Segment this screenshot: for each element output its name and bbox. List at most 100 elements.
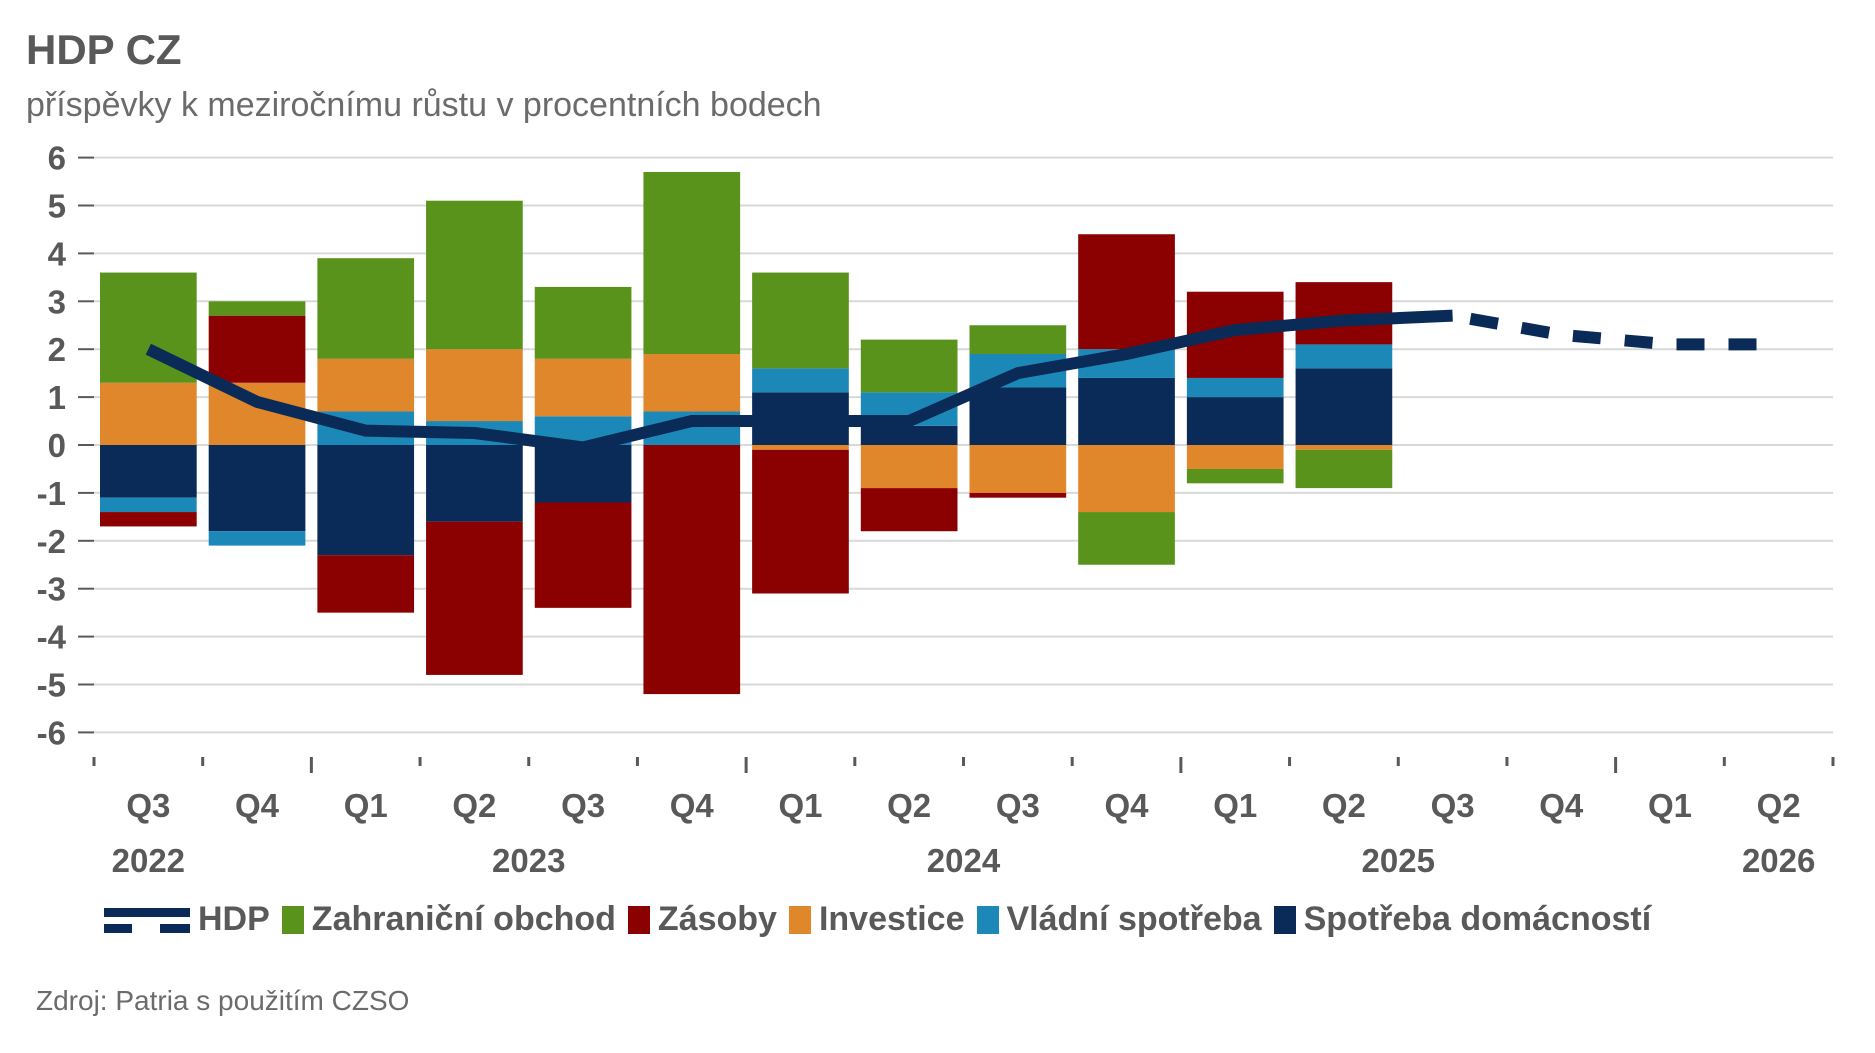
y-tick-label: 3 (48, 283, 66, 320)
legend-swatch-icon (976, 905, 999, 934)
x-tick-label-quarter: Q3 (561, 787, 605, 824)
bar-segment-vl-dn-spot-eba (752, 368, 849, 393)
x-tick-label-quarter: Q2 (887, 787, 931, 824)
hdp-line-forecast (1451, 309, 1779, 351)
bar-segment-z-soby (100, 512, 197, 527)
bar-segment-spot-eba-dom-cnost- (534, 445, 632, 503)
x-tick-label-quarter: Q3 (996, 787, 1040, 824)
bar-segment-investice (1295, 445, 1393, 450)
bar-segment-zahrani-n-obchod (1186, 468, 1284, 484)
legend-label: Vládní spotřeba (1006, 900, 1262, 938)
bar-segment-z-soby (860, 488, 958, 532)
x-tick-label-quarter: Q1 (1648, 787, 1692, 824)
bar-segment-spot-eba-dom-cnost- (1295, 368, 1393, 445)
bar-segment-z-soby (643, 445, 741, 695)
bar-segment-investice (643, 353, 741, 412)
bar-segment-zahrani-n-obchod (752, 272, 849, 369)
x-tick-label-quarter: Q4 (670, 787, 715, 824)
x-tick-label-quarter: Q1 (344, 787, 388, 824)
y-tick-label: -5 (37, 667, 66, 704)
bar-segment-spot-eba-dom-cnost- (1186, 397, 1284, 445)
chart-area: 6 5 4 3 2 1 0 -1 -2 -3 -4 -5 -6 Q3 Q4 Q1 Q2 Q3 Q4 Q1 Q2 Q3 Q4… (37, 140, 1835, 879)
bar-segment-vl-dn-spot-eba (208, 531, 306, 546)
x-tick-label-year: 2022 (112, 842, 185, 879)
bar-segment-z-soby (208, 315, 306, 383)
bar-segment-z-soby (752, 449, 849, 594)
bar-segment-vl-dn-spot-eba (1186, 377, 1284, 398)
x-tick-label-year: 2023 (492, 842, 565, 879)
x-tick-label-year: 2026 (1742, 842, 1815, 879)
bar-segment-spot-eba-dom-cnost- (100, 445, 197, 498)
legend-item-spotreba-domacnosti: Spotřeba domácností (1273, 900, 1652, 939)
x-tick-label-quarter: Q4 (1539, 787, 1584, 824)
y-tick-label: -2 (37, 523, 66, 560)
bar-segment-zahrani-n-obchod (1078, 512, 1175, 565)
bar-segment-spot-eba-dom-cnost- (860, 425, 958, 445)
bar-segment-investice (100, 382, 197, 445)
legend-label: Investice (818, 900, 965, 938)
bar-segment-zahrani-n-obchod (426, 200, 523, 350)
bar-segment-z-soby (534, 502, 632, 608)
bar-segment-zahrani-n-obchod (317, 258, 415, 359)
legend-label: Zásoby (657, 900, 777, 938)
hdp-line-actual (145, 309, 1453, 454)
legend-item-hdp: HDP (104, 900, 270, 939)
bar-segment-investice (752, 445, 849, 450)
bar-segment-vl-dn-spot-eba (1295, 344, 1393, 369)
y-tick-label: 4 (48, 235, 67, 272)
y-tick-label: 2 (48, 331, 66, 368)
bar-segment-spot-eba-dom-cnost- (317, 445, 415, 556)
x-tick-label-year: 2024 (927, 842, 1001, 879)
bar-segment-z-soby (969, 492, 1067, 498)
legend-swatch-icon (1273, 905, 1296, 934)
legend-label: HDP (198, 900, 270, 938)
y-tick-label: 6 (48, 140, 66, 177)
bar-segment-z-soby (426, 521, 523, 675)
bars (100, 171, 1393, 695)
x-tick-label-quarter: Q1 (778, 787, 822, 824)
y-tick-label: 5 (48, 188, 66, 225)
y-tick-label: 0 (48, 427, 66, 464)
y-tick-label: -3 (37, 571, 66, 608)
bar-segment-investice (1078, 445, 1175, 513)
bar-segment-zahrani-n-obchod (534, 286, 632, 359)
legend: HDP Zahraniční obchod Zásoby Investice V… (104, 900, 1663, 939)
legend-item-investice: Investice (788, 900, 965, 939)
bar-segment-z-soby (1078, 234, 1175, 350)
x-axis: Q3 Q4 Q1 Q2 Q3 Q4 Q1 Q2 Q3 Q4 Q1 Q2 Q3 Q4 Q1 Q2 2022 2023… (92, 757, 1835, 879)
x-tick-label-quarter: Q3 (126, 787, 170, 824)
y-tick-label: -6 (37, 714, 66, 751)
bar-segment-investice (860, 445, 958, 489)
x-tick-label-quarter: Q1 (1213, 787, 1257, 824)
y-tick-label: -1 (37, 475, 66, 512)
x-tick-label-quarter: Q2 (452, 787, 496, 824)
x-tick-label-quarter: Q2 (1757, 787, 1801, 824)
legend-label: Spotřeba domácností (1303, 900, 1652, 938)
x-tick-label-quarter: Q4 (1105, 787, 1150, 824)
legend-line-icon (104, 906, 190, 934)
bar-segment-zahrani-n-obchod (208, 301, 306, 316)
bar-segment-spot-eba-dom-cnost- (969, 387, 1067, 445)
y-tick-label: -4 (37, 619, 67, 656)
bar-segment-investice (969, 445, 1067, 493)
source-note: Zdroj: Patria s použitím CZSO (36, 985, 410, 1016)
bar-segment-spot-eba-dom-cnost- (426, 445, 523, 522)
bar-segment-spot-eba-dom-cnost- (208, 445, 306, 532)
legend-item-zasoby: Zásoby (627, 900, 777, 939)
hdp-line-group (145, 309, 1779, 454)
bar-segment-investice (534, 358, 632, 417)
chart-title: HDP CZ (26, 26, 182, 73)
bar-segment-zahrani-n-obchod (860, 339, 958, 393)
y-tick-label: 1 (48, 379, 66, 416)
legend-item-vladni-spotreba: Vládní spotřeba (976, 900, 1262, 939)
bar-segment-investice (1186, 445, 1284, 469)
bar-segment-spot-eba-dom-cnost- (1078, 377, 1175, 445)
bar-segment-zahrani-n-obchod (969, 325, 1067, 354)
legend-item-zahranicni-obchod: Zahraniční obchod (281, 900, 616, 939)
y-axis: 6 5 4 3 2 1 0 -1 -2 -3 -4 -5 -6 (37, 140, 94, 751)
bar-segment-investice (426, 349, 523, 422)
x-tick-label-year: 2025 (1362, 842, 1435, 879)
bar-segment-vl-dn-spot-eba (100, 497, 197, 513)
bar-segment-zahrani-n-obchod (1295, 449, 1393, 489)
bar-segment-z-soby (317, 555, 415, 613)
